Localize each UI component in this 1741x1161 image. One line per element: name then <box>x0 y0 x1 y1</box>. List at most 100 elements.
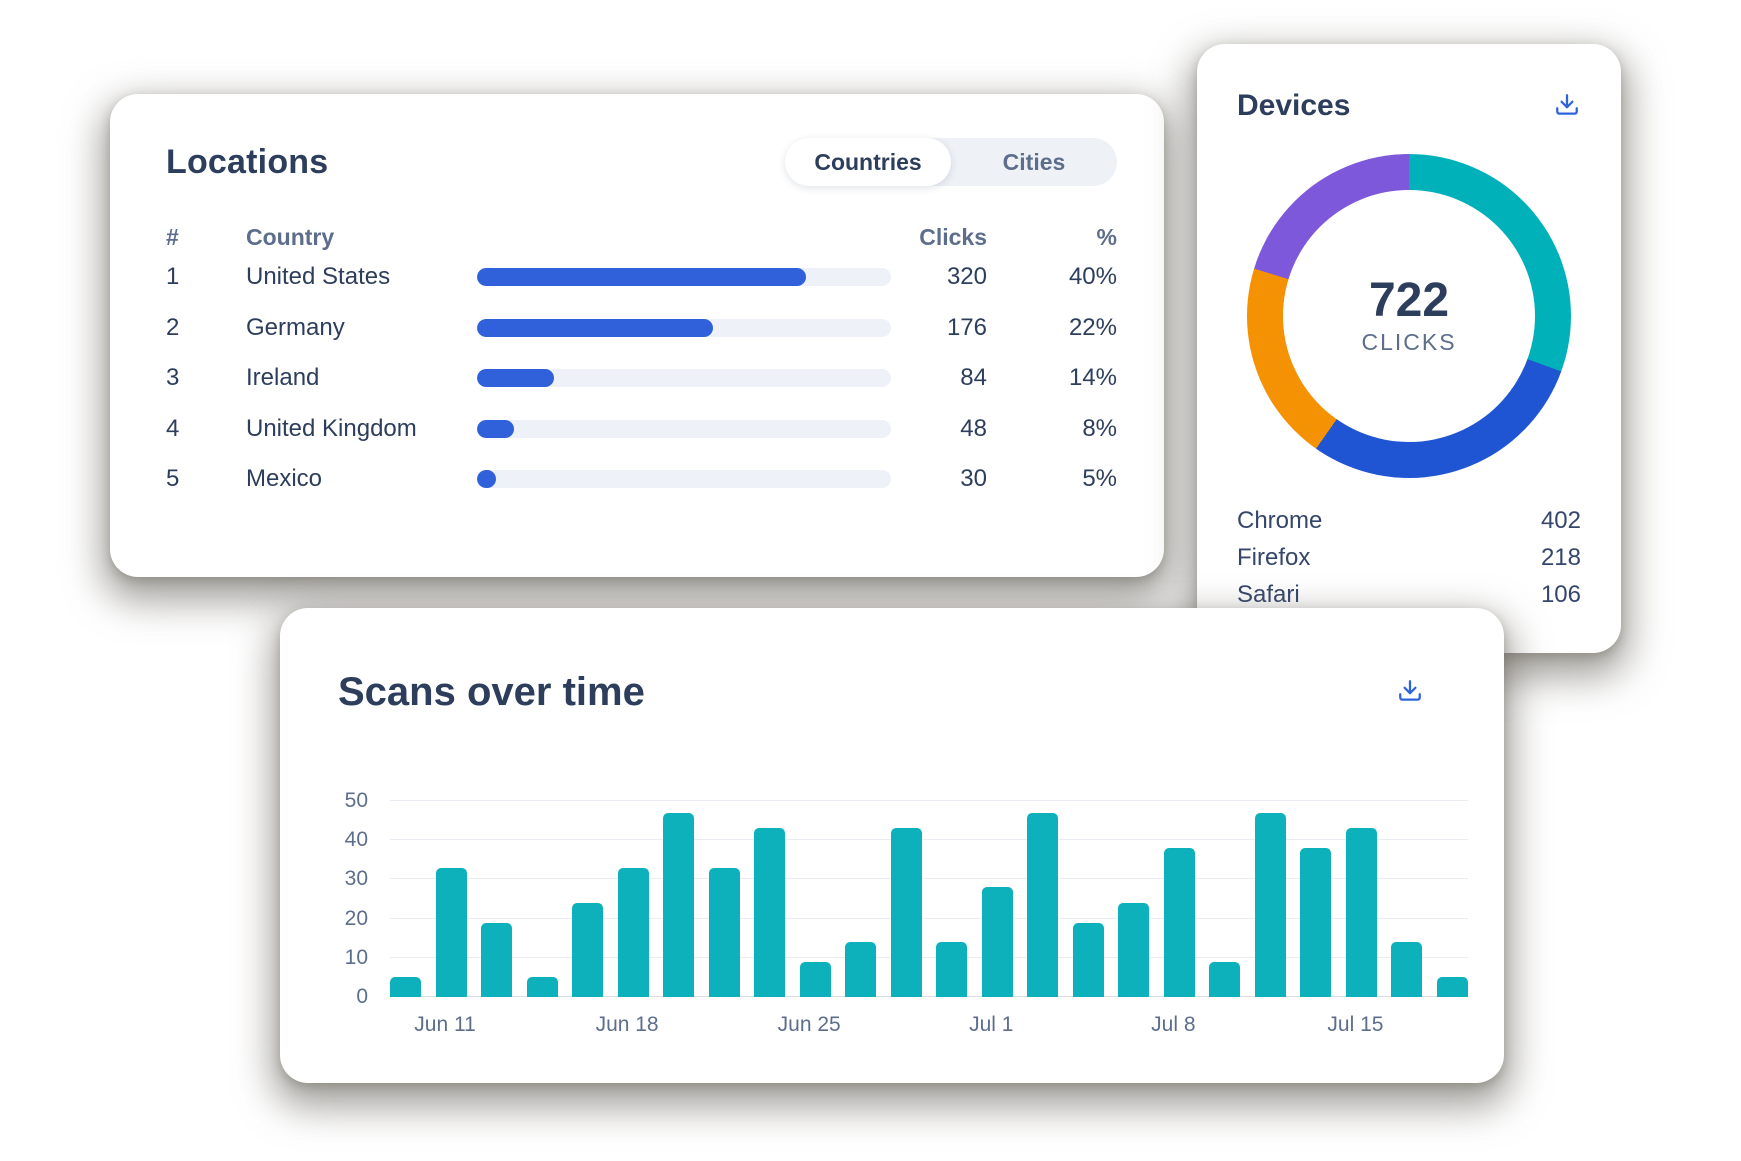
scans-header: Scans over time <box>280 608 1504 715</box>
row-rank: 2 <box>166 313 180 341</box>
scan-bar <box>936 942 968 997</box>
clicks-bar-track <box>477 470 891 489</box>
scan-bar <box>617 867 649 997</box>
clicks-bar-fill <box>477 419 515 438</box>
clicks-bar-track <box>477 268 891 287</box>
table-row: 1 United States 320 40% <box>166 252 1117 303</box>
x-axis-tick-label: Jul 15 <box>1327 1013 1384 1036</box>
row-clicks: 48 <box>960 414 987 442</box>
row-country: Ireland <box>246 364 320 392</box>
y-axis-tick-label: 30 <box>344 867 368 891</box>
table-row: 5 Mexico 30 5% <box>166 454 1117 505</box>
clicks-bar-fill <box>477 470 496 489</box>
scan-bar <box>1254 812 1286 997</box>
row-clicks: 176 <box>946 313 987 341</box>
row-percent: 14% <box>1068 364 1117 392</box>
scan-bar <box>481 922 513 997</box>
row-country: Mexico <box>246 465 323 493</box>
scan-bar <box>754 828 786 997</box>
locations-header: Locations Countries Cities <box>166 138 1117 186</box>
column-header-country: Country <box>246 223 335 250</box>
y-gridline <box>390 839 1468 841</box>
clicks-bar-track <box>477 419 891 438</box>
y-axis-tick-label: 10 <box>344 945 368 969</box>
x-axis-tick-label: Jul 1 <box>969 1013 1014 1036</box>
y-gridline <box>390 800 1468 801</box>
donut-center-label: CLICKS <box>1361 328 1457 355</box>
legend-label: Firefox <box>1237 543 1311 571</box>
row-country: United Kingdom <box>246 414 417 442</box>
y-gridline <box>390 956 1468 958</box>
scans-over-time-card: Scans over time 0 10 20 30 40 50 Jun 11 Jun 18 J… <box>280 608 1504 1083</box>
x-axis-tick-label: Jun 18 <box>595 1013 659 1036</box>
legend-row: Safari 106 <box>1237 576 1581 613</box>
scan-bar <box>1027 812 1059 997</box>
row-country: Germany <box>246 313 345 341</box>
scan-bar <box>890 828 922 997</box>
donut-total-clicks: 722 <box>1368 273 1450 327</box>
scan-bar <box>1163 848 1195 997</box>
legend-label: Chrome <box>1237 506 1323 534</box>
donut-center: 722 CLICKS <box>1283 190 1535 442</box>
row-clicks: 84 <box>960 364 987 392</box>
devices-header: Devices <box>1237 88 1581 124</box>
countries-cities-toggle: Countries Cities <box>785 138 1117 186</box>
row-percent: 8% <box>1082 414 1117 442</box>
locations-table-body: 1 United States 320 40% 2 Germany 176 22… <box>166 252 1117 505</box>
row-percent: 22% <box>1068 313 1117 341</box>
scan-bar <box>1437 977 1468 997</box>
scans-download-button[interactable] <box>1396 679 1424 707</box>
row-country: United States <box>246 263 391 291</box>
clicks-bar-fill <box>477 268 807 287</box>
scan-bar <box>1300 848 1332 997</box>
column-header-rank: # <box>166 223 179 250</box>
table-row: 3 Ireland 84 14% <box>166 353 1117 404</box>
scan-bar <box>799 961 831 997</box>
devices-donut-chart: 722 CLICKS <box>1247 154 1571 478</box>
scans-bar-chart: 0 10 20 30 40 50 Jun 11 Jun 18 Jun 25 Jul 1 Jul 8 J… <box>345 789 1468 1036</box>
download-icon <box>1397 678 1423 707</box>
toggle-option-countries[interactable]: Countries <box>785 138 951 186</box>
x-axis-tick-label: Jun 25 <box>777 1013 841 1036</box>
locations-title: Locations <box>166 142 329 181</box>
scans-title: Scans over time <box>338 670 645 714</box>
row-clicks: 30 <box>960 465 987 493</box>
legend-value: 218 <box>1540 543 1581 571</box>
toggle-option-cities[interactable]: Cities <box>1002 148 1066 175</box>
clicks-bar-track <box>477 369 891 388</box>
table-row: 2 Germany 176 22% <box>166 303 1117 354</box>
y-gridline <box>390 917 1468 919</box>
x-axis-tick-label: Jul 8 <box>1151 1013 1196 1036</box>
scan-bar <box>572 902 604 997</box>
scan-bar <box>708 867 740 997</box>
column-header-clicks: Clicks <box>919 223 987 250</box>
scan-bar <box>1345 828 1377 997</box>
scan-bar <box>1391 942 1423 997</box>
y-axis-tick-label: 40 <box>344 828 368 852</box>
row-rank: 4 <box>166 414 180 442</box>
y-gridline <box>390 878 1468 880</box>
column-header-percent: % <box>1096 223 1117 250</box>
row-percent: 5% <box>1082 465 1117 493</box>
scan-bar <box>845 942 877 997</box>
y-axis-tick-label: 20 <box>344 906 368 930</box>
legend-row: Chrome 402 <box>1237 502 1581 539</box>
y-gridline <box>390 996 1468 997</box>
legend-value: 106 <box>1540 580 1581 608</box>
scan-bar <box>663 812 695 997</box>
scan-bar <box>435 867 467 997</box>
clicks-bar-track <box>477 318 891 337</box>
y-axis-tick-label: 50 <box>344 789 368 812</box>
x-axis-tick-label: Jun 11 <box>414 1013 476 1036</box>
locations-card: Locations Countries Cities # Country Cli… <box>110 94 1164 577</box>
row-rank: 1 <box>166 263 180 291</box>
row-percent: 40% <box>1068 263 1117 291</box>
scan-bar <box>1209 961 1241 997</box>
y-axis-tick-label: 0 <box>356 985 368 1008</box>
devices-download-button[interactable] <box>1553 92 1581 120</box>
row-rank: 3 <box>166 364 180 392</box>
legend-label: Safari <box>1237 580 1300 608</box>
scan-bar <box>390 977 421 997</box>
row-rank: 5 <box>166 465 180 493</box>
